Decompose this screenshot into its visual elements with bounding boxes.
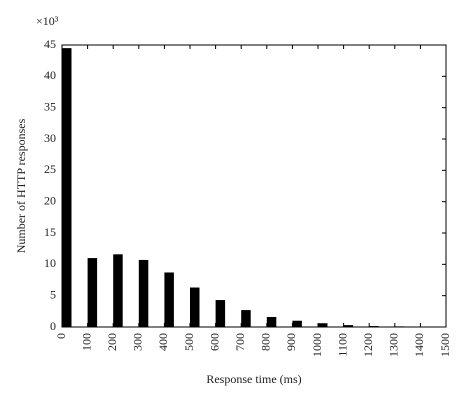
y-multiplier: ×10³ — [36, 14, 59, 28]
y-tick-label: 5 — [50, 287, 56, 301]
x-tick-label: 1000 — [310, 333, 324, 357]
bar — [190, 287, 200, 327]
x-tick-label: 1300 — [387, 333, 401, 357]
x-tick-label: 500 — [182, 333, 196, 351]
y-tick-label: 0 — [50, 319, 56, 333]
bar — [241, 310, 251, 327]
y-axis-label: Number of HTTP responses — [14, 118, 28, 253]
x-tick-label: 300 — [131, 333, 145, 351]
x-tick-label: 1500 — [438, 333, 452, 357]
bar — [369, 326, 379, 327]
y-tick-label: 25 — [44, 162, 56, 176]
y-tick-label: 40 — [44, 68, 56, 82]
x-tick-label: 400 — [156, 333, 170, 351]
y-tick-label: 20 — [44, 193, 56, 207]
y-tick-label: 30 — [44, 131, 56, 145]
x-tick-label: 100 — [79, 333, 93, 351]
x-axis-label: Response time (ms) — [206, 372, 301, 386]
bar — [164, 272, 174, 327]
bar — [138, 259, 149, 327]
y-tick-label: 45 — [44, 37, 56, 51]
x-tick-label: 600 — [207, 333, 221, 351]
bar — [215, 300, 226, 327]
x-tick-label: 1400 — [412, 333, 426, 357]
y-tick-label: 35 — [44, 99, 56, 113]
x-tick-label: 0 — [54, 333, 68, 339]
bar — [113, 254, 123, 327]
bar — [266, 316, 277, 327]
x-tick-label: 700 — [233, 333, 247, 351]
bar — [292, 320, 302, 327]
bar — [318, 323, 328, 327]
x-tick-label: 200 — [105, 333, 119, 351]
bar — [343, 325, 354, 327]
y-tick-label: 15 — [44, 225, 56, 239]
y-tick-label: 10 — [44, 256, 56, 270]
bar — [394, 326, 405, 327]
bar — [62, 48, 72, 328]
x-tick-label: 1100 — [335, 333, 349, 357]
x-tick-label: 900 — [284, 333, 298, 351]
x-tick-label: 1200 — [361, 333, 375, 357]
bar — [87, 258, 98, 327]
x-tick-label: 800 — [259, 333, 273, 351]
